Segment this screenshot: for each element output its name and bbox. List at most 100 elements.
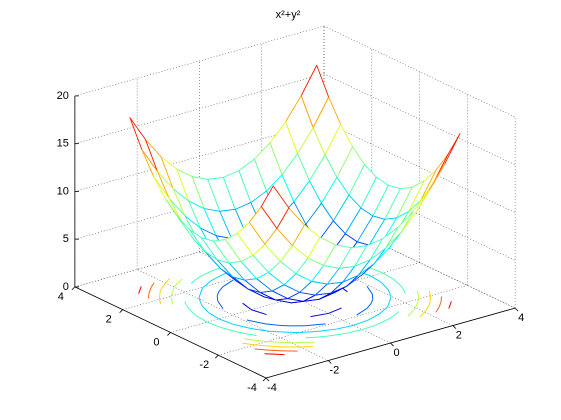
y-tick [167, 332, 171, 336]
grid-line [137, 269, 329, 361]
z-tick-label: 10 [57, 185, 69, 197]
x-tick [452, 325, 457, 329]
contour-segment [366, 302, 372, 309]
y-tick [71, 286, 76, 291]
contour-segment [376, 318, 390, 326]
contour-segment [217, 300, 224, 309]
contour-segment [248, 333, 257, 336]
contour-segment [188, 308, 198, 317]
z-tick-label: 5 [63, 233, 69, 245]
contour-segment [345, 329, 363, 334]
contour-segment [194, 275, 202, 281]
contour-segment [242, 342, 256, 346]
contour-segment [218, 286, 224, 293]
contour-segment [198, 298, 203, 306]
contour-segment [407, 308, 416, 317]
contour-segment [222, 279, 234, 288]
contour-segment [336, 324, 354, 330]
contour-segment [294, 341, 315, 344]
y-tick [214, 354, 219, 359]
grid-line [261, 234, 453, 326]
contour-segment [356, 307, 368, 316]
x-tick-label: 4 [518, 312, 524, 324]
x-tick [265, 377, 270, 382]
contour-segment [400, 285, 405, 291]
contour-segment [173, 285, 176, 288]
contour-segment [207, 321, 221, 328]
contour-segment [326, 332, 346, 337]
x-tick [390, 342, 394, 347]
contour-segment [246, 319, 266, 325]
contour-segment [236, 331, 249, 335]
contour-segment [165, 277, 171, 284]
contour-segment [220, 326, 237, 333]
mesh-cell [260, 185, 290, 229]
grid-line [74, 25, 325, 97]
contour-segment [251, 309, 267, 316]
contour-segment [185, 304, 190, 310]
grid-line [218, 285, 468, 356]
contour-segment [218, 318, 233, 325]
contour-segment [419, 311, 425, 318]
contour-segment [328, 307, 342, 314]
contour-segment [403, 290, 406, 294]
contour-segment [304, 323, 326, 327]
x-tick [514, 307, 519, 312]
contour-segment [314, 335, 327, 338]
contour-segment [200, 269, 214, 277]
contour-segment [367, 313, 380, 321]
contour-segment [310, 312, 329, 318]
grid-line [323, 73, 516, 166]
x-tick-label: -4 [267, 382, 277, 394]
contour-segment [254, 344, 275, 348]
x-tick-label: 0 [394, 347, 400, 359]
contour-segment [208, 312, 220, 320]
z-tick-label: 20 [57, 90, 69, 102]
contour-segment [210, 274, 223, 282]
contour-segment [196, 315, 208, 323]
contour-segment [170, 297, 174, 305]
y-tick-label: 4 [58, 291, 64, 303]
y-tick-label: -2 [199, 359, 209, 371]
y-tick [119, 309, 123, 313]
contour-segment [382, 272, 394, 280]
grid-line [323, 121, 516, 213]
contour-segment [249, 327, 267, 332]
contour-segment [387, 297, 392, 307]
contour-segment [448, 301, 452, 309]
contour-segment [438, 301, 442, 308]
contour-segment [428, 290, 432, 296]
contour-segment [316, 328, 337, 333]
contour-segment [378, 307, 387, 315]
contour-segment [201, 286, 205, 289]
contour-segment [370, 299, 374, 304]
contour-segment [170, 286, 175, 297]
contour-segment [174, 278, 183, 287]
contour-segment [270, 330, 295, 334]
contour-segment [370, 275, 382, 283]
contour-segment [158, 299, 162, 305]
grid-line [74, 216, 325, 288]
chart-title: x²+y² [276, 9, 301, 21]
contour-segment [254, 348, 269, 351]
contour-segment [435, 306, 440, 313]
contour-segment [184, 301, 187, 305]
contour-segment [279, 324, 291, 327]
grid-line [323, 216, 516, 309]
contour-segment [416, 290, 420, 298]
contour-segment [366, 286, 373, 295]
contour-segment [380, 281, 389, 290]
contour-segment [244, 338, 264, 342]
contour-segment [387, 289, 392, 297]
contour-segment [160, 282, 166, 291]
contour-segment [394, 311, 400, 315]
contour-segment [266, 330, 271, 332]
z-tick-label: 0 [63, 281, 69, 293]
contour-segment [266, 341, 292, 344]
contour-segment [385, 306, 389, 309]
x-tick-label: 2 [456, 329, 462, 341]
contour-segment [369, 267, 383, 274]
grid-line [323, 168, 516, 261]
